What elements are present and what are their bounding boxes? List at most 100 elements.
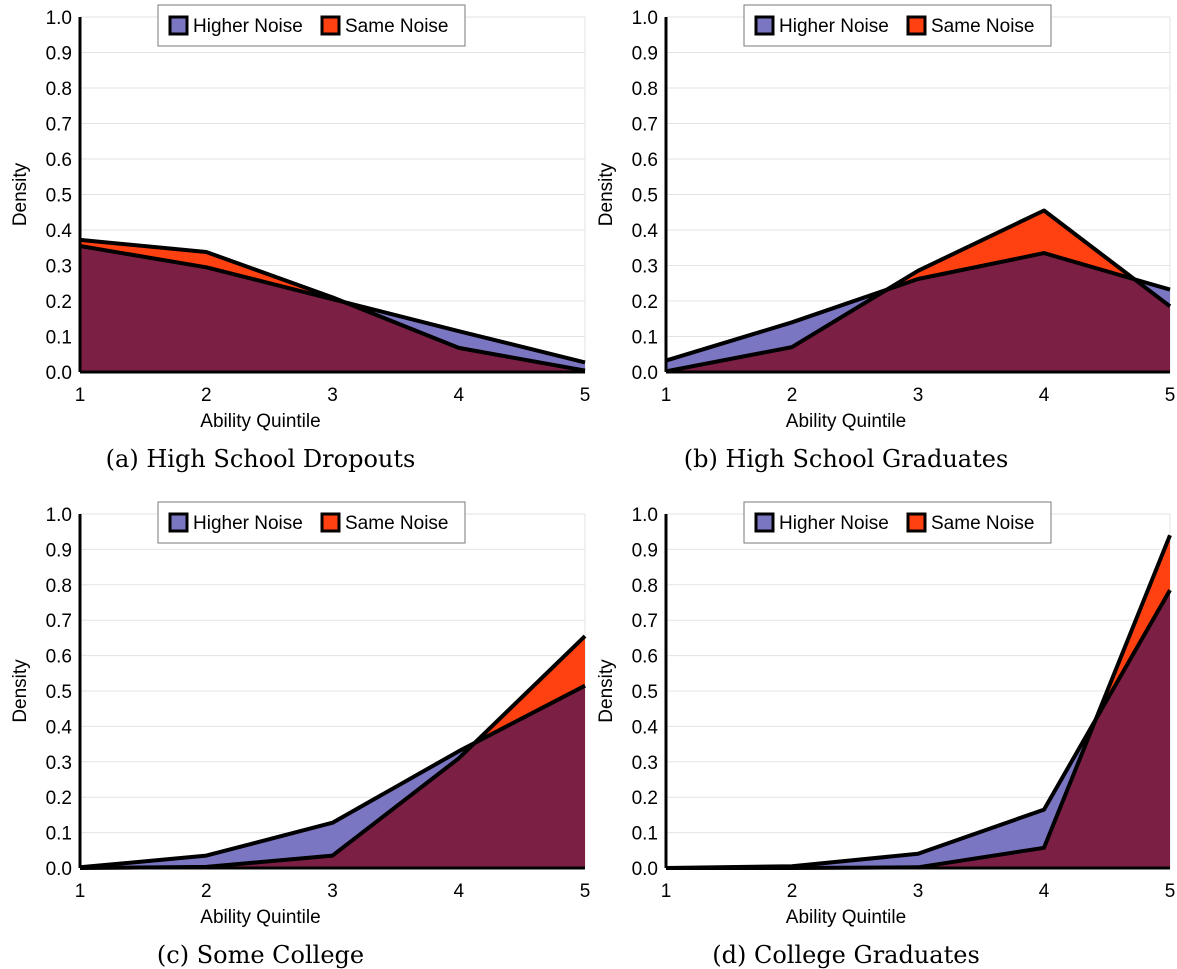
y-tick-label: 0.6 — [632, 647, 658, 668]
y-tick-label: 1.0 — [46, 8, 72, 29]
y-tick-label: 0.8 — [46, 576, 72, 597]
y-tick-label: 0.2 — [46, 292, 72, 313]
legend-label-higher-noise: Higher Noise — [193, 16, 303, 37]
y-tick-label: 0.2 — [632, 292, 658, 313]
x-tick-label: 1 — [661, 385, 672, 406]
panel-caption: (a) High School Dropouts — [106, 445, 416, 473]
panel-caption: (b) High School Graduates — [684, 445, 1009, 473]
y-tick-label: 0.7 — [46, 611, 72, 632]
y-tick-label: 0.5 — [632, 186, 658, 207]
legend-label-same-noise: Same Noise — [931, 513, 1035, 534]
legend-box — [157, 4, 466, 47]
x-tick-label: 2 — [787, 385, 798, 406]
legend-label-higher-noise: Higher Noise — [779, 513, 889, 534]
y-tick-label: 0.0 — [632, 859, 658, 880]
y-tick-label: 0.9 — [46, 44, 72, 65]
y-tick-label: 0.6 — [46, 647, 72, 668]
legend: Higher Noise Same Noise — [743, 4, 1052, 47]
legend-box — [157, 501, 466, 544]
x-tick-label: 4 — [1039, 881, 1050, 902]
series-overlap-area — [80, 246, 585, 372]
legend-swatch-higher-noise — [754, 15, 775, 36]
legend-swatch-same-noise — [906, 512, 927, 533]
x-axis-title: Ability Quintile — [200, 411, 320, 432]
series-line-same-noise — [665, 208, 1172, 374]
x-tick-label: 5 — [580, 881, 591, 902]
y-tick-label: 1.0 — [632, 8, 658, 29]
y-tick-label: 1.0 — [632, 505, 658, 526]
y-tick-label: 0.5 — [632, 682, 658, 703]
legend: Higher Noise Same Noise — [157, 501, 466, 544]
x-tick-label: 3 — [913, 881, 924, 902]
y-axis-title: Density — [10, 162, 31, 226]
legend-box — [743, 4, 1052, 47]
series-line-higher-noise — [665, 251, 1171, 363]
chart-panel: 0.0 0.1 0.2 0.3 0.4 0.5 0.6 0.7 0.8 0.9 1.0 1 2 3 4 5 Ab… — [596, 4, 1176, 473]
y-tick-label: 0.3 — [632, 753, 658, 774]
legend-label-higher-noise: Higher Noise — [193, 513, 303, 534]
x-tick-label: 4 — [453, 385, 464, 406]
legend-swatch-same-noise — [906, 15, 927, 36]
series-line-higher-noise — [79, 683, 586, 870]
y-tick-label: 0.4 — [46, 221, 73, 242]
panel-caption: (c) Some College — [157, 941, 364, 969]
legend: Higher Noise Same Noise — [743, 501, 1052, 544]
y-tick-label: 0.8 — [632, 576, 658, 597]
y-tick-label: 0.4 — [632, 221, 659, 242]
y-tick-label: 0.7 — [632, 611, 658, 632]
y-axis-title: Density — [596, 162, 617, 226]
legend-swatch-higher-noise — [168, 512, 189, 533]
y-tick-label: 0.9 — [46, 540, 72, 561]
legend-label-same-noise: Same Noise — [345, 16, 449, 37]
y-tick-label: 0.0 — [46, 859, 72, 880]
panel-caption: (d) College Graduates — [712, 941, 980, 969]
y-tick-label: 0.1 — [46, 824, 72, 845]
x-axis-title: Ability Quintile — [786, 907, 906, 928]
legend: Higher Noise Same Noise — [157, 4, 466, 47]
y-tick-label: 0.4 — [632, 717, 659, 738]
y-tick-label: 0.8 — [632, 79, 658, 100]
legend-swatch-higher-noise — [754, 512, 775, 533]
y-tick-label: 0.9 — [632, 540, 658, 561]
x-tick-label: 1 — [75, 385, 86, 406]
y-tick-label: 0.0 — [632, 363, 658, 384]
chart-panel: 0.0 0.1 0.2 0.3 0.4 0.5 0.6 0.7 0.8 0.9 1.0 1 2 3 4 5 Ab… — [596, 501, 1175, 969]
x-axis-title: Ability Quintile — [786, 411, 906, 432]
y-tick-label: 0.3 — [632, 257, 658, 278]
y-tick-label: 0.8 — [46, 79, 72, 100]
y-tick-label: 0.5 — [46, 186, 72, 207]
x-tick-label: 3 — [913, 385, 924, 406]
legend-swatch-same-noise — [320, 512, 341, 533]
x-tick-label: 1 — [75, 881, 86, 902]
y-tick-label: 0.7 — [632, 115, 658, 136]
y-tick-label: 1.0 — [46, 505, 72, 526]
x-tick-label: 2 — [787, 881, 798, 902]
y-tick-label: 0.4 — [46, 717, 73, 738]
x-tick-label: 5 — [1165, 385, 1176, 406]
x-tick-label: 3 — [327, 881, 338, 902]
x-tick-label: 5 — [580, 385, 591, 406]
y-tick-label: 0.1 — [632, 328, 658, 349]
y-axis-title: Density — [596, 659, 617, 723]
x-tick-label: 1 — [661, 881, 672, 902]
x-tick-label: 4 — [1039, 385, 1050, 406]
x-tick-label: 2 — [201, 385, 212, 406]
y-axis-title: Density — [10, 659, 31, 723]
y-tick-label: 0.6 — [46, 150, 72, 171]
y-tick-label: 0.2 — [46, 788, 72, 809]
y-tick-label: 0.3 — [46, 257, 72, 278]
series-overlap-area — [80, 685, 585, 868]
y-tick-label: 0.5 — [46, 682, 72, 703]
y-tick-label: 0.7 — [46, 115, 72, 136]
y-tick-label: 0.1 — [632, 824, 658, 845]
y-tick-label: 0.2 — [632, 788, 658, 809]
series-line-same-noise — [79, 237, 586, 373]
legend-label-same-noise: Same Noise — [345, 513, 449, 534]
legend-label-same-noise: Same Noise — [931, 16, 1035, 37]
y-tick-label: 0.0 — [46, 363, 72, 384]
series-overlap-area — [666, 590, 1170, 868]
x-tick-label: 4 — [453, 881, 464, 902]
legend-swatch-higher-noise — [168, 15, 189, 36]
chart-panel: 0.0 0.1 0.2 0.3 0.4 0.5 0.6 0.7 0.8 0.9 1.0 1 2 3 4 5 Ab… — [10, 4, 591, 473]
